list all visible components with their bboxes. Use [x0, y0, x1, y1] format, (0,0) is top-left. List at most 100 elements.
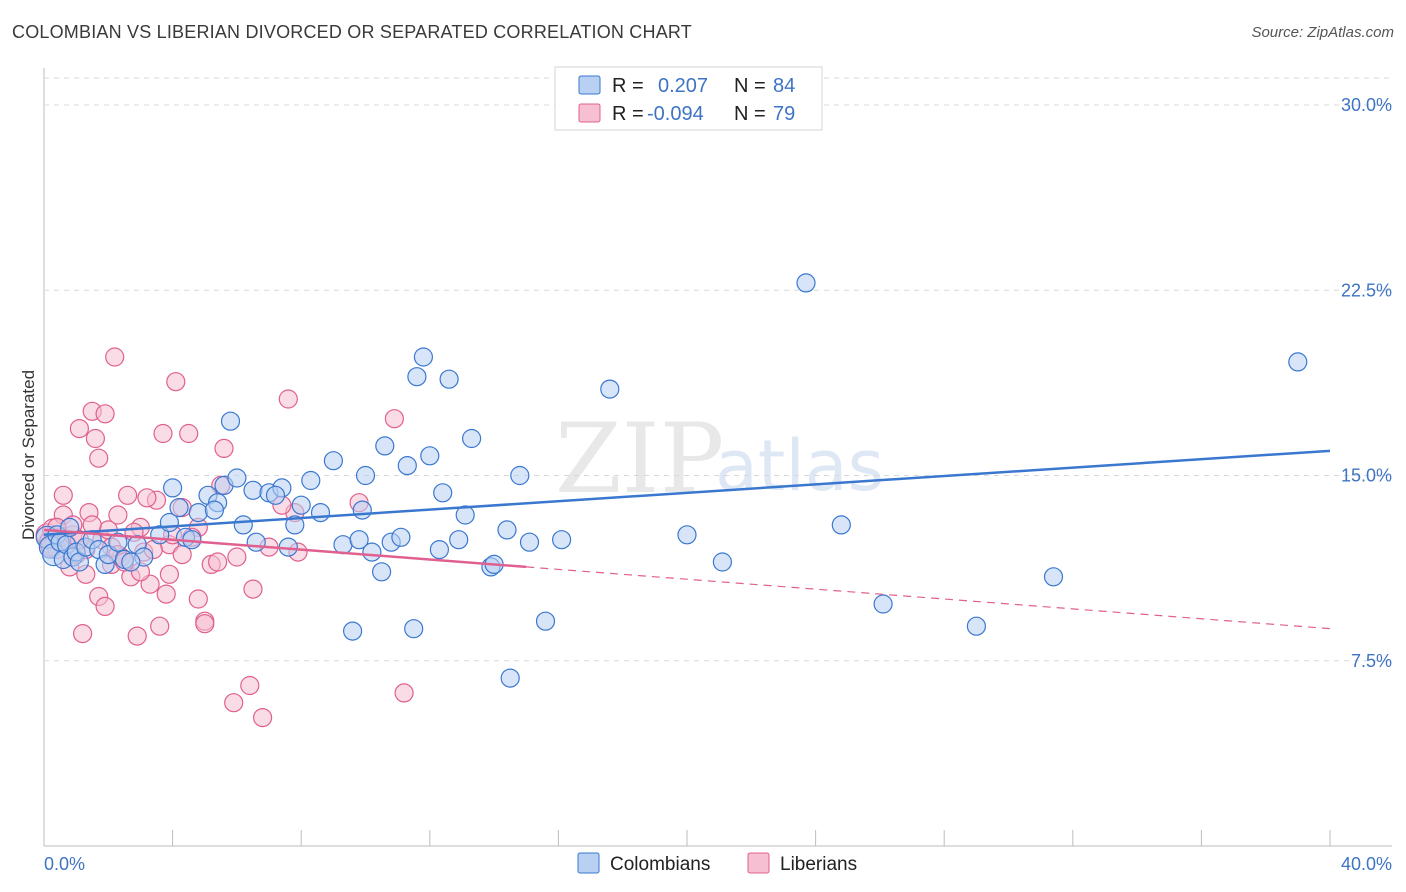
liberian-point [384, 409, 404, 429]
liberian-point [105, 347, 125, 367]
bottom-liberians-swatch [747, 852, 770, 874]
colombian-point [462, 428, 482, 449]
colombian-point [352, 500, 372, 520]
liberian-point [95, 404, 115, 424]
liberian-point [224, 693, 244, 713]
colombian-point [677, 525, 697, 545]
colombian-point [169, 498, 189, 518]
liberian-point [166, 372, 186, 392]
liberian-point [243, 579, 263, 599]
liberian-point [159, 564, 179, 584]
colombian-point [712, 552, 733, 572]
chart-title: COLOMBIAN VS LIBERIAN DIVORCED OR SEPARA… [12, 22, 692, 42]
liberian-point [127, 626, 147, 646]
colombian-point [397, 456, 417, 476]
y-tick-labels: 7.5% 15.0% 22.5% 30.0% [1341, 95, 1392, 671]
x-tick-label-min: 0.0% [44, 854, 85, 874]
colombian-point [831, 515, 851, 535]
colombian-point [796, 273, 816, 293]
colombian-point [349, 530, 369, 550]
watermark-zip: ZIP [555, 403, 724, 515]
liberian-point [153, 423, 173, 444]
legend-r-label-blue: R = [612, 75, 644, 97]
colombian-point [510, 465, 530, 486]
colombian-point [220, 411, 241, 431]
colombian-point [497, 520, 517, 540]
liberian-point [214, 438, 234, 458]
bottom-colombians-swatch [577, 852, 600, 874]
colombian-point [233, 515, 253, 535]
liberian-point [89, 448, 109, 468]
bottom-legend-colombians: Colombians [610, 854, 710, 875]
colombian-point [285, 515, 305, 535]
colombians-trend-line [43, 449, 1331, 537]
colombian-point [121, 552, 141, 572]
liberian-point [108, 505, 128, 525]
colombian-point [429, 539, 449, 560]
colombian-point [391, 527, 411, 547]
liberian-point [137, 488, 157, 508]
colombian-point [246, 532, 266, 552]
colombian-point [439, 369, 459, 389]
liberian-point [195, 614, 215, 634]
colombian-point [163, 478, 183, 498]
liberian-point [227, 547, 247, 567]
colombian-point [1043, 567, 1064, 587]
liberian-point [150, 616, 170, 636]
liberian-point [208, 552, 228, 572]
legend-n-value-blue: 84 [773, 75, 795, 97]
liberian-point [117, 485, 138, 505]
stats-legend: R = 0.207 N = 84 R = -0.094 N = 79 [554, 66, 823, 131]
colombian-point [323, 451, 343, 471]
legend-n-label-pink: N = [734, 103, 766, 125]
colombian-point [551, 530, 572, 550]
y-tick-label: 7.5% [1351, 651, 1392, 671]
liberian-point [394, 683, 414, 703]
colombian-point [355, 465, 376, 486]
liberians-trend-line [43, 528, 527, 569]
colombians-swatch [578, 75, 601, 95]
liberian-point [85, 428, 106, 449]
colombian-point [372, 562, 392, 582]
bottom-legend-liberians: Liberians [780, 854, 857, 875]
colombian-point [243, 480, 263, 500]
colombian-point [204, 500, 224, 520]
colombian-point [449, 530, 469, 550]
colombian-point [227, 468, 247, 488]
colombian-point [301, 470, 321, 491]
source-credit: Source: ZipAtlas.com [1251, 24, 1394, 41]
y-tick-label: 15.0% [1341, 466, 1392, 486]
liberian-point [179, 423, 199, 444]
x-tick-label-max: 40.0% [1341, 854, 1392, 874]
colombian-point [407, 367, 427, 387]
colombian-point [873, 594, 893, 614]
legend-r-label-pink: R = [612, 103, 644, 125]
gridlines [44, 77, 1392, 662]
liberian-point [240, 675, 260, 696]
liberian-point [53, 485, 73, 505]
liberian-point [188, 589, 208, 609]
legend-n-label-blue: N = [734, 75, 766, 97]
colombian-point [188, 502, 208, 523]
colombian-point [966, 616, 987, 636]
liberian-point [253, 707, 273, 728]
liberian-point [278, 389, 298, 409]
colombian-point [500, 668, 520, 688]
y-axis-title: Divorced or Separated [19, 370, 38, 540]
liberian-point [72, 623, 93, 644]
liberian-point [69, 419, 90, 439]
liberian-point [156, 584, 176, 604]
trend-lines [43, 449, 1331, 630]
y-tick-label: 30.0% [1341, 95, 1392, 115]
liberians-trend-line-extrapolated [526, 566, 1331, 630]
liberian-point [95, 596, 115, 617]
colombian-point [519, 532, 540, 552]
colombian-point [108, 532, 128, 552]
series-legend: Colombians Liberians [577, 852, 857, 875]
watermark-atlas: atlas [715, 425, 884, 507]
colombian-point [265, 485, 286, 505]
colombian-point [333, 535, 353, 555]
colombian-point [433, 483, 453, 503]
liberians-swatch [578, 103, 601, 123]
